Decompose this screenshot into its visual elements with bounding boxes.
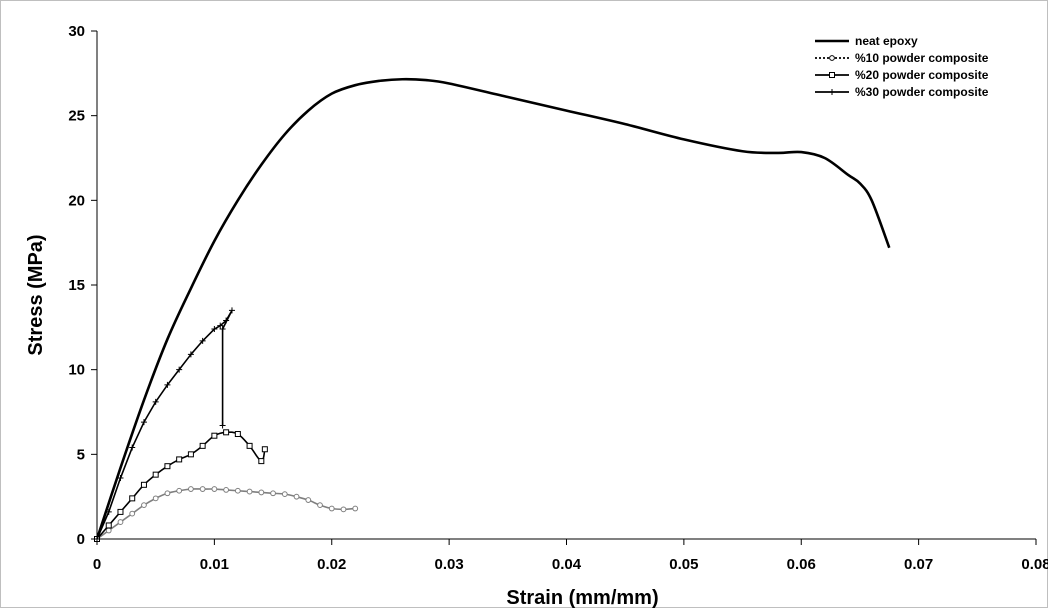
series-2-point xyxy=(261,446,268,453)
series-1-point xyxy=(305,497,312,503)
series-3-point xyxy=(219,422,226,429)
x-tick-label-8: 0.08 xyxy=(1021,556,1048,573)
series-1-point xyxy=(281,491,288,498)
y-tick-label-1: 5 xyxy=(77,446,85,463)
x-tick-label-3: 0.03 xyxy=(435,556,464,573)
series-3-line xyxy=(96,309,233,540)
series-1-point xyxy=(340,506,347,513)
series-3-point xyxy=(164,381,171,388)
series-1-point xyxy=(199,486,206,492)
x-tick-label-6: 0.06 xyxy=(787,556,816,573)
legend-label-3: %30 powder composite xyxy=(855,85,989,99)
series-1-line xyxy=(96,488,356,540)
series-3-point xyxy=(105,508,112,515)
legend-marker-2 xyxy=(829,72,835,78)
series-1-point xyxy=(258,489,265,496)
series-1-point xyxy=(105,527,112,534)
series-2-point xyxy=(211,432,218,439)
series-2-point xyxy=(152,471,159,478)
legend-label-2: %20 powder composite xyxy=(855,68,989,82)
y-tick-label-5: 25 xyxy=(68,108,85,125)
legend-label-1: %10 powder composite xyxy=(855,51,989,65)
series-3-point xyxy=(129,444,136,451)
series-1-point xyxy=(211,486,218,492)
series-2-point xyxy=(176,456,183,463)
series-2-point xyxy=(246,442,253,449)
series-3-point xyxy=(152,398,159,405)
series-1-point xyxy=(129,510,136,517)
series-3-point xyxy=(94,536,100,542)
series-1-point xyxy=(188,486,194,492)
series-3-point xyxy=(199,337,206,344)
x-tick-label-5: 0.05 xyxy=(669,556,698,573)
series-2-point xyxy=(199,442,206,449)
series-0-line xyxy=(95,77,891,540)
y-tick-label-6: 30 xyxy=(68,23,85,40)
legend-marker-1 xyxy=(829,55,835,61)
series-2-point xyxy=(117,508,124,515)
series-3-point xyxy=(117,475,124,482)
legend-marker-3 xyxy=(829,89,835,95)
series-3-point xyxy=(219,326,226,333)
series-1-point xyxy=(117,519,124,525)
series-1-point xyxy=(176,487,183,494)
series-2-point xyxy=(187,451,194,458)
series-1-point xyxy=(352,505,359,512)
series-1-point xyxy=(152,495,159,502)
x-axis-title: Strain (mm/mm) xyxy=(506,587,658,608)
series-1-point xyxy=(223,486,230,493)
series-2-point xyxy=(140,481,147,488)
series-3-point xyxy=(187,351,194,358)
x-tick-label-2: 0.02 xyxy=(317,556,346,573)
x-tick-label-7: 0.07 xyxy=(904,556,933,573)
series-3-point xyxy=(217,322,224,329)
series-2-line xyxy=(96,431,266,540)
series-1-point xyxy=(317,502,323,509)
y-tick-label-0: 0 xyxy=(77,531,85,548)
series-3-point xyxy=(223,317,230,324)
series-3-point xyxy=(211,326,218,333)
x-tick-label-4: 0.04 xyxy=(552,556,582,573)
series-1-point xyxy=(293,493,300,500)
x-tick-label-1: 0.01 xyxy=(200,556,229,573)
series-1-point xyxy=(246,488,253,495)
series-1-point xyxy=(141,502,147,509)
series-3-point xyxy=(176,366,183,373)
y-tick-label-2: 10 xyxy=(68,362,85,379)
series-1-point xyxy=(234,487,241,494)
series-1-point xyxy=(328,505,335,512)
series-2-point xyxy=(164,463,171,470)
y-tick-label-4: 20 xyxy=(68,192,85,209)
legend-label-0: neat epoxy xyxy=(855,34,918,48)
series-1-point xyxy=(164,490,171,497)
series-2-point xyxy=(258,458,265,465)
series-1-point xyxy=(270,490,276,497)
series-2-point xyxy=(223,429,230,436)
series-3-point xyxy=(228,307,235,314)
series-2-point xyxy=(234,431,241,438)
y-tick-label-3: 15 xyxy=(68,277,85,294)
y-axis-title: Stress (MPa) xyxy=(25,234,47,355)
series-2-point xyxy=(105,522,112,529)
series-3-point xyxy=(140,419,147,426)
series-2-point xyxy=(129,495,136,502)
x-tick-label-0: 0 xyxy=(93,556,101,573)
